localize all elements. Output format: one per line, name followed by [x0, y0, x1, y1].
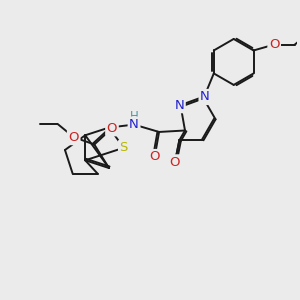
Text: S: S [119, 141, 128, 154]
Text: N: N [175, 99, 184, 112]
Text: N: N [200, 91, 210, 103]
Text: O: O [269, 38, 279, 51]
Text: O: O [68, 130, 79, 144]
Text: O: O [149, 151, 160, 164]
Text: O: O [107, 122, 117, 135]
Text: H: H [130, 110, 138, 123]
Text: N: N [129, 118, 139, 131]
Text: O: O [170, 156, 180, 169]
